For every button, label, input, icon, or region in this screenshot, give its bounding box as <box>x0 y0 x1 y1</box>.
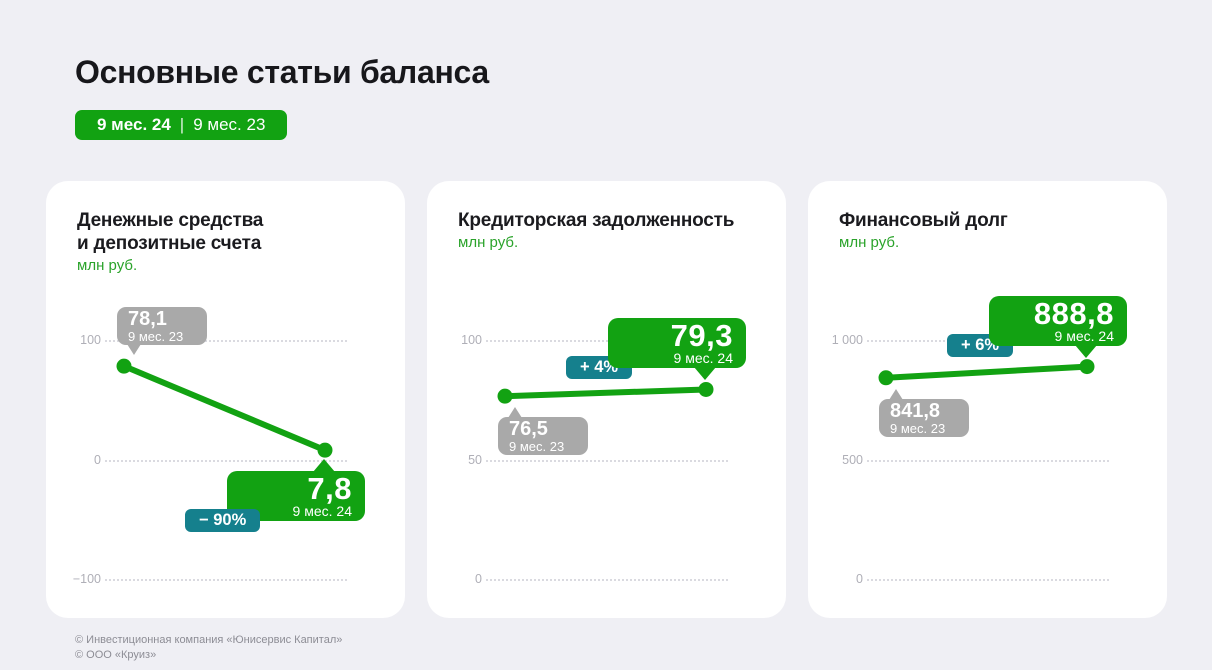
tooltip-value: 841,8 <box>890 399 941 422</box>
tooltip-value: 76,5 <box>509 418 548 441</box>
cards-row: Денежные средства и депозитные счета млн… <box>46 181 1167 618</box>
card-accounts-payable: Кредиторская задолженность млн руб. 100 5… <box>427 181 786 618</box>
card-title: Денежные средства и депозитные счета <box>77 209 374 255</box>
gridline <box>486 579 728 581</box>
card-unit-label: млн руб. <box>839 234 900 251</box>
trend-line <box>878 359 1095 386</box>
gridline <box>105 579 347 581</box>
gridline <box>105 340 347 342</box>
tooltip-period: 9 мес. 24 <box>292 503 352 520</box>
tooltip-value: 78,1 <box>128 308 167 331</box>
tooltip-period: 9 мес. 24 <box>1054 327 1114 344</box>
card-title-line: и депозитные счета <box>77 233 262 254</box>
gridline <box>105 459 347 462</box>
value-tooltip-current: 79,3 9 мес. 24 <box>608 318 746 369</box>
footer-line: © ООО «Круиз» <box>75 649 157 661</box>
tooltip-period: 9 мес. 23 <box>509 439 565 455</box>
card-unit-label: млн руб. <box>77 257 138 274</box>
trend-line <box>116 358 333 458</box>
card-title: Кредиторская задолженность <box>458 209 755 232</box>
axis-tick-label: 50 <box>468 452 482 467</box>
tooltip-period: 9 мес. 24 <box>673 350 733 367</box>
period-separator: | <box>179 115 185 134</box>
change-badge: − 90% <box>185 509 261 533</box>
axis-tick-label: 0 <box>856 572 863 586</box>
value-tooltip-previous: 78,1 9 мес. 23 <box>117 307 207 346</box>
period-previous-label: 9 мес. 23 <box>193 115 266 134</box>
gridline <box>867 459 1109 462</box>
card-cash-and-deposits: Денежные средства и депозитные счета млн… <box>46 181 405 618</box>
value-tooltip-previous: 76,5 9 мес. 23 <box>498 417 588 456</box>
footer-copyright: © Инвестиционная компания «Юнисервис Кап… <box>75 633 342 663</box>
tooltip-value: 7,8 <box>307 471 352 507</box>
card-title: Финансовый долг <box>839 209 1136 232</box>
card-unit-label: млн руб. <box>458 234 519 251</box>
tooltip-pointer <box>889 388 903 400</box>
axis-tick-label: 500 <box>842 452 863 467</box>
gridline <box>486 340 728 342</box>
tooltip-value: 79,3 <box>670 318 733 354</box>
card-title-line: Финансовый долг <box>839 210 1008 231</box>
value-tooltip-current: 7,8 9 мес. 24 <box>227 471 365 522</box>
tooltip-period: 9 мес. 23 <box>128 329 184 345</box>
axis-tick-label: 100 <box>80 333 101 347</box>
period-badge: 9 мес. 24 | 9 мес. 23 <box>75 110 288 140</box>
axis-tick-label: 100 <box>461 333 482 347</box>
card-title-line: Денежные средства <box>77 210 264 231</box>
gridline <box>867 579 1109 581</box>
tooltip-pointer <box>127 344 141 356</box>
axis-tick-label: −100 <box>72 572 101 586</box>
data-point <box>878 370 894 386</box>
data-point <box>116 358 132 374</box>
chart-area: 1 000 500 0 841,8 9 мес. 23 888,8 9 мес. 24 + 6… <box>808 181 1167 618</box>
card-title-line: Кредиторская задолженность <box>458 210 735 231</box>
data-point <box>698 381 714 397</box>
tooltip-value: 888,8 <box>1033 295 1114 331</box>
value-tooltip-current: 888,8 9 мес. 24 <box>989 295 1127 346</box>
period-current-label: 9 мес. 24 <box>97 115 171 134</box>
data-point <box>317 442 333 458</box>
axis-tick-label: 1 000 <box>831 333 863 347</box>
axis-tick-label: 0 <box>475 572 482 586</box>
tooltip-period: 9 мес. 23 <box>890 420 946 436</box>
gridline <box>486 459 728 462</box>
trend-line <box>497 381 714 404</box>
page-title: Основные статьи баланса <box>75 54 489 90</box>
data-point <box>1079 359 1095 375</box>
tooltip-pointer <box>1075 344 1097 358</box>
tooltip-pointer <box>508 407 522 419</box>
axis-tick-label: 0 <box>94 452 101 467</box>
value-tooltip-previous: 841,8 9 мес. 23 <box>879 398 969 437</box>
tooltip-pointer <box>694 367 716 381</box>
data-point <box>497 388 513 404</box>
chart-area: 100 50 0 76,5 9 мес. 23 79,3 9 мес. 24 + 4% <box>427 181 786 618</box>
footer-line: © Инвестиционная компания «Юнисервис Кап… <box>75 634 343 646</box>
card-financial-debt: Финансовый долг млн руб. 1 000 500 0 841,8 9… <box>808 181 1167 618</box>
tooltip-pointer <box>313 459 335 473</box>
chart-area: 100 0 −100 78,1 9 мес. 23 7,8 9 мес. 24− 90% <box>46 181 405 618</box>
